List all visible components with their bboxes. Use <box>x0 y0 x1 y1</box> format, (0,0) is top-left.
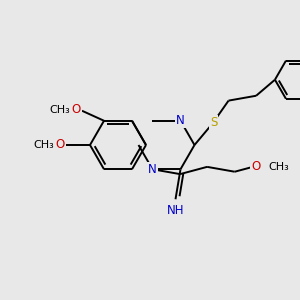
Text: CH₃: CH₃ <box>269 162 290 172</box>
Text: O: O <box>71 103 81 116</box>
Text: N: N <box>176 114 185 127</box>
Text: NH: NH <box>167 204 184 217</box>
Text: CH₃: CH₃ <box>50 105 70 115</box>
Text: O: O <box>56 139 64 152</box>
Text: N: N <box>148 163 157 176</box>
Text: CH₃: CH₃ <box>34 140 54 150</box>
Text: S: S <box>210 116 217 129</box>
Text: O: O <box>251 160 260 173</box>
